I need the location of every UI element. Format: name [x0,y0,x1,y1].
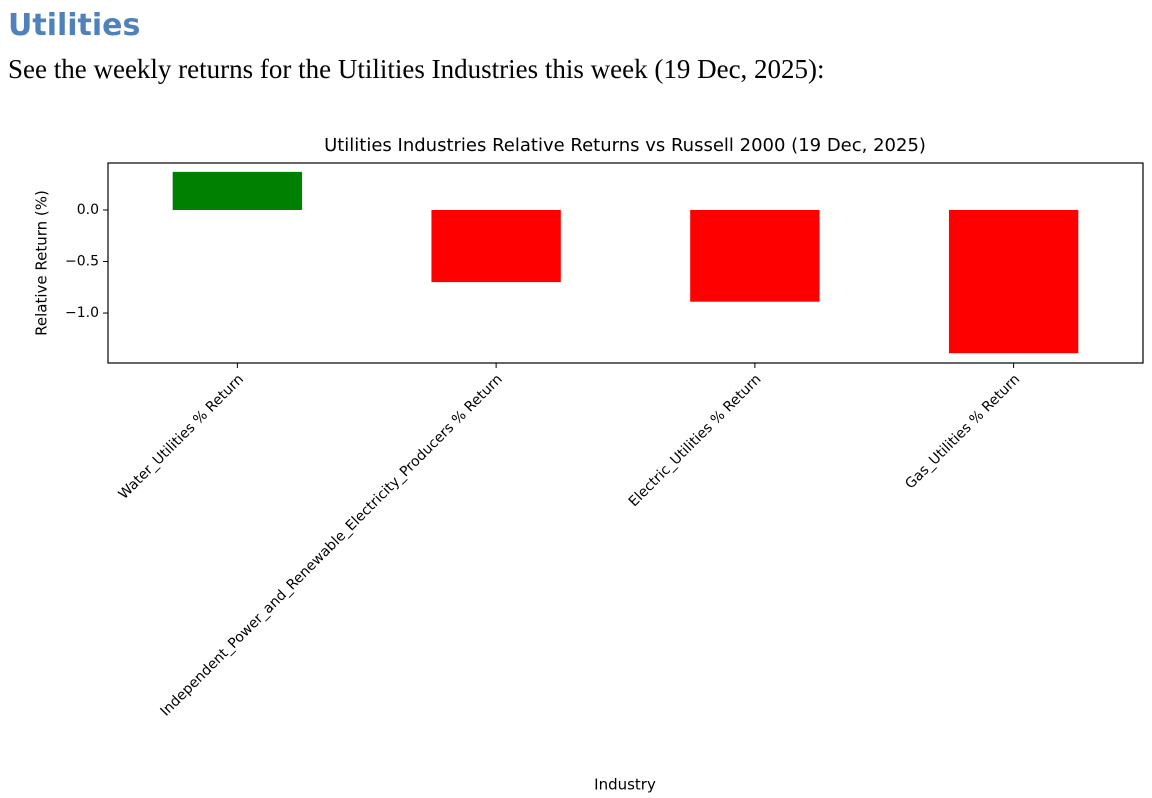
x-tick-label: Gas_Utilities % Return [902,371,1023,492]
y-tick-label: −1.0 [65,305,99,321]
x-tick-label: Electric_Utilities % Return [626,371,765,510]
plot-frame [107,162,1144,364]
heading: Utilities [8,8,141,43]
bar [172,171,303,210]
x-axis-label: Industry [594,776,656,794]
y-tick-label: 0.0 [77,202,99,218]
bar [948,209,1079,354]
x-tick-label: Independent_Power_and_Renewable_Electric… [157,371,505,719]
x-tick-label: Water_Utilities % Return [116,371,247,502]
y-tick-label: −0.5 [65,254,99,270]
bar [690,209,820,302]
bar [431,209,561,283]
chart-title: Utilities Industries Relative Returns vs… [324,135,926,156]
intro: See the weekly returns for the Utilities… [8,54,825,84]
y-axis-label: Relative Return (%) [33,190,51,336]
